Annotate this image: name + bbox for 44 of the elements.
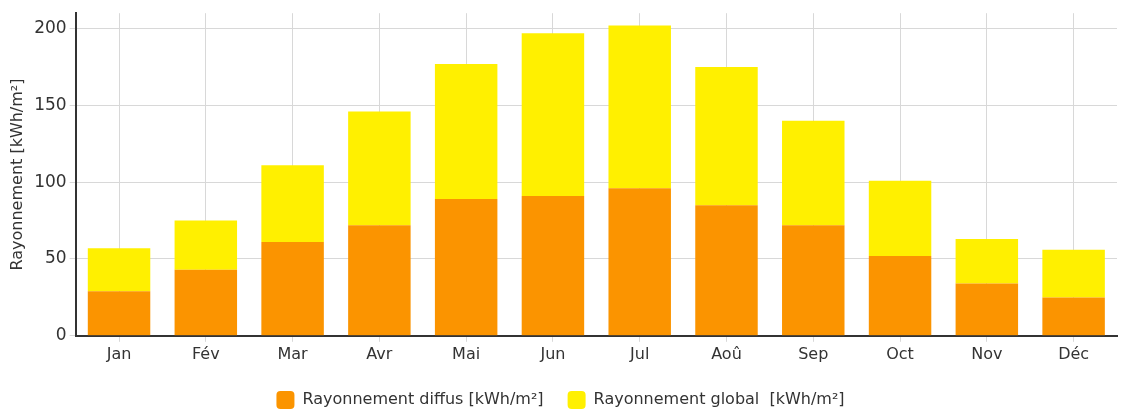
- legend-label: Rayonnement diffus [kWh/m²]: [302, 389, 544, 409]
- x-tick-label: Oct: [886, 343, 914, 363]
- bar: [434, 63, 498, 200]
- x-tick-label: Déc: [1058, 343, 1090, 363]
- x-tick-label: Jun: [539, 343, 566, 363]
- bar: [1042, 249, 1105, 298]
- bar: [782, 120, 845, 226]
- bar: [174, 269, 238, 336]
- x-tick-label: Sep: [798, 343, 829, 363]
- bar: [87, 248, 151, 292]
- y-tick-label: 50: [45, 247, 67, 268]
- bar: [434, 199, 498, 336]
- y-tick-label: 0: [55, 324, 67, 345]
- y-tick-label: 150: [34, 93, 67, 114]
- x-tick-label: Mai: [452, 343, 481, 363]
- x-tick-label: Avr: [366, 343, 393, 363]
- bar: [955, 239, 1019, 284]
- y-tick-label: 100: [34, 170, 67, 191]
- bar: [261, 242, 324, 336]
- bar: [868, 255, 932, 336]
- bar: [521, 196, 585, 336]
- bar: [868, 180, 932, 256]
- x-tick-label: Aoû: [711, 343, 742, 363]
- x-tick-label: Fév: [192, 343, 220, 363]
- bar: [608, 25, 671, 189]
- bar: [521, 33, 585, 197]
- bar: [348, 225, 411, 336]
- y-tick-label: 200: [34, 16, 67, 37]
- bar: [695, 205, 758, 336]
- bar: [1042, 297, 1105, 336]
- y-axis-title: Rayonnement [kWh/m²]: [6, 78, 26, 271]
- bar: [348, 111, 411, 226]
- bar: [87, 291, 151, 336]
- bar: [608, 188, 671, 336]
- legend-label: Rayonnement global [kWh/m²]: [593, 389, 845, 409]
- x-tick-label: Mar: [277, 343, 309, 363]
- x-tick-label: Jan: [105, 343, 132, 363]
- bar: [955, 283, 1019, 336]
- x-tick-label: Jul: [629, 343, 650, 363]
- bar: [782, 225, 845, 336]
- x-tick-label: Nov: [971, 343, 1003, 363]
- bar: [174, 220, 238, 270]
- bar: [695, 66, 758, 206]
- bar: [261, 165, 324, 243]
